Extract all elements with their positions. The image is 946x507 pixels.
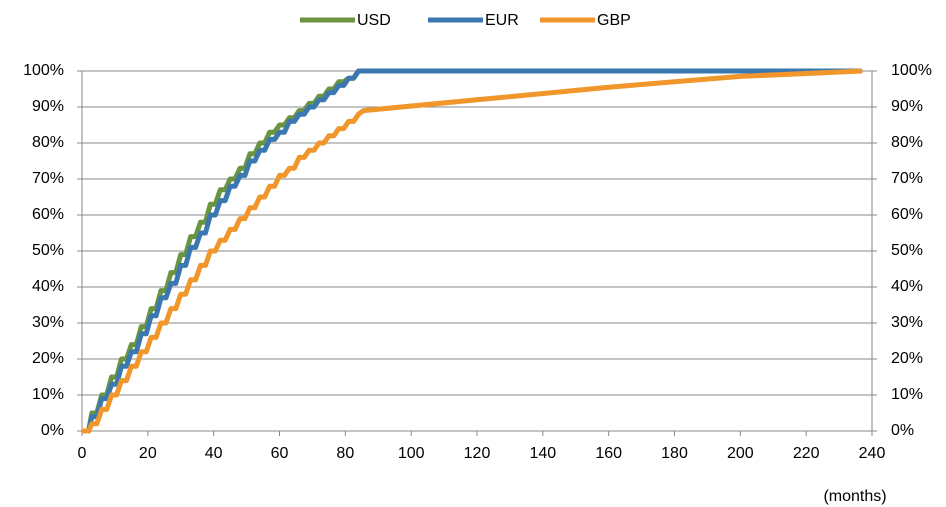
y2-tick-label: 10% <box>891 386 923 403</box>
y2-tick-label: 0% <box>891 422 914 439</box>
legend-label: GBP <box>597 12 631 29</box>
y-tick-label: 30% <box>32 314 64 331</box>
y2-tick-label: 20% <box>891 350 923 367</box>
x-tick-label: 160 <box>595 445 622 462</box>
legend-label: USD <box>357 12 391 29</box>
series-line <box>82 68 863 434</box>
series-line <box>82 68 863 434</box>
y-tick-label: 90% <box>32 98 64 115</box>
x-tick-label: 20 <box>139 445 157 462</box>
x-tick-label: 220 <box>793 445 820 462</box>
y-tick-label: 50% <box>32 242 64 259</box>
x-tick-label: 180 <box>661 445 688 462</box>
y2-tick-label: 90% <box>891 98 923 115</box>
y-tick-label: 80% <box>32 134 64 151</box>
y2-tick-label: 30% <box>891 314 923 331</box>
series-line <box>82 68 863 434</box>
y-tick-label: 20% <box>32 350 64 367</box>
x-tick-label: 240 <box>859 445 886 462</box>
y2-tick-label: 100% <box>891 62 932 79</box>
x-tick-label: 200 <box>727 445 754 462</box>
x-axis-label: (months) <box>823 488 886 505</box>
x-tick-label: 40 <box>205 445 223 462</box>
x-tick-label: 140 <box>529 445 556 462</box>
y-tick-label: 60% <box>32 206 64 223</box>
y2-tick-label: 60% <box>891 206 923 223</box>
y-tick-label: 70% <box>32 170 64 187</box>
x-tick-label: 60 <box>271 445 289 462</box>
y2-tick-label: 40% <box>891 278 923 295</box>
x-tick-label: 80 <box>336 445 354 462</box>
y-tick-label: 0% <box>41 422 64 439</box>
y2-tick-label: 70% <box>891 170 923 187</box>
y-tick-label: 100% <box>23 62 64 79</box>
y2-tick-label: 50% <box>891 242 923 259</box>
x-tick-label: 100 <box>398 445 425 462</box>
y-tick-label: 10% <box>32 386 64 403</box>
y2-tick-label: 80% <box>891 134 923 151</box>
x-tick-label: 120 <box>464 445 491 462</box>
legend-label: EUR <box>485 12 519 29</box>
x-tick-label: 0 <box>78 445 87 462</box>
y-tick-label: 40% <box>32 278 64 295</box>
